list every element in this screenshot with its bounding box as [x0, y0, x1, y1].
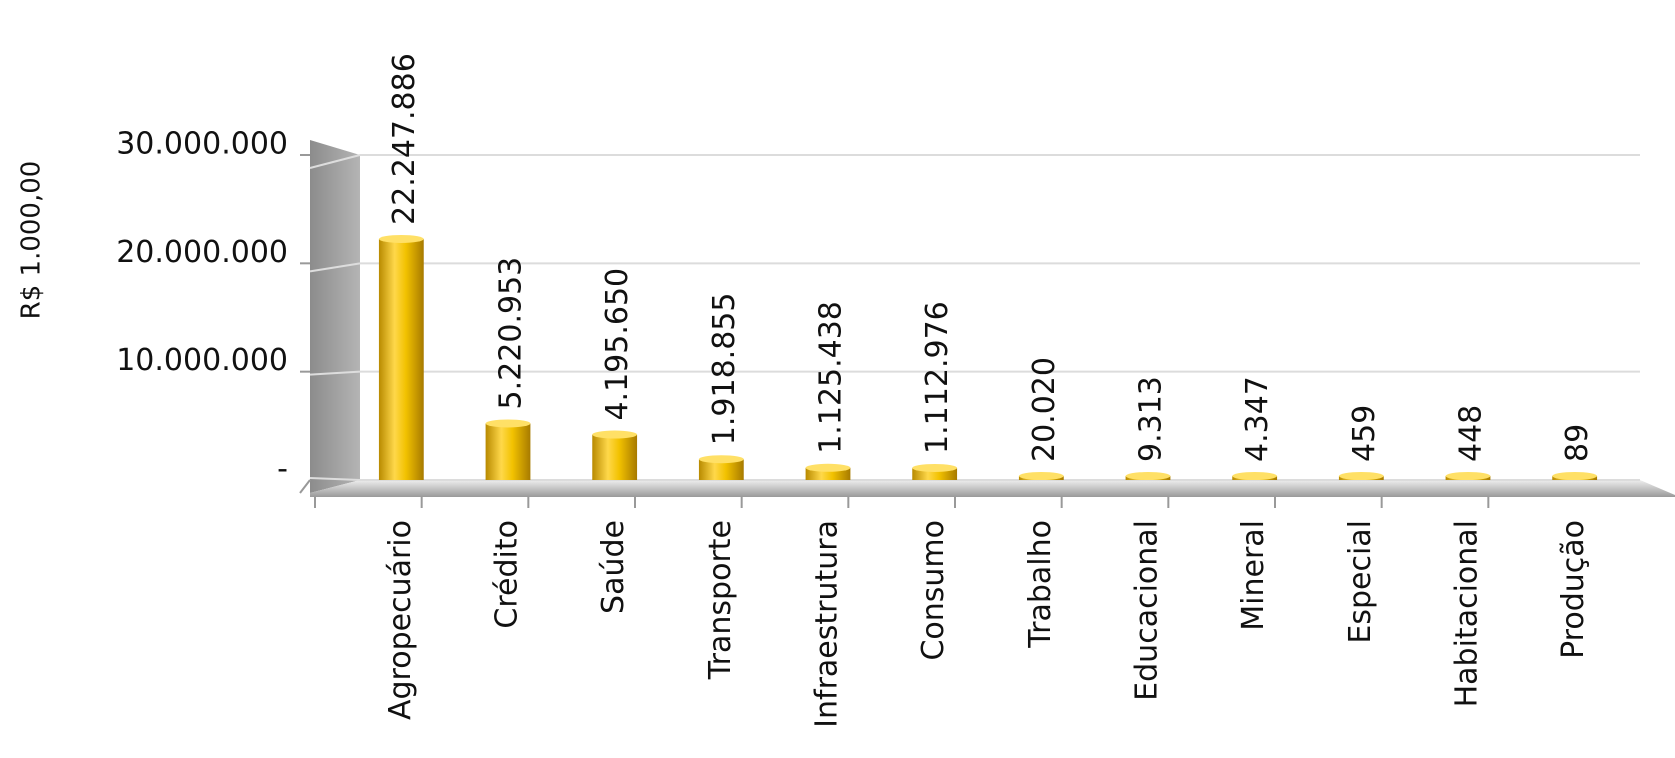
x-tick-label: Saúde: [596, 520, 631, 614]
value-label: 20.020: [1027, 357, 1062, 462]
x-tick-label: Transporte: [703, 520, 738, 680]
x-tick-label: Consumo: [916, 520, 951, 661]
value-label: 4.347: [1240, 376, 1275, 462]
bar: [485, 423, 531, 480]
bar-top: [485, 419, 531, 428]
floor: [310, 480, 1675, 497]
value-label: 5.220.953: [494, 257, 529, 410]
x-tick-label: Infraestrutura: [810, 520, 845, 728]
x-tick-label: Educacional: [1130, 520, 1165, 701]
value-label: 4.195.650: [600, 268, 635, 421]
x-tick-label: Mineral: [1236, 520, 1271, 631]
value-label: 1.918.855: [707, 293, 742, 446]
value-label: 9.313: [1134, 376, 1169, 462]
value-label: 22.247.886: [387, 53, 422, 225]
x-tick-label: Habitacional: [1450, 520, 1485, 707]
x-tick-label: Produção: [1556, 520, 1591, 659]
bar-top: [698, 455, 744, 464]
bar-top: [1338, 472, 1384, 480]
bar-top: [1018, 472, 1064, 480]
x-tick-label: Trabalho: [1023, 520, 1058, 649]
y-tick-label: 10.000.000: [116, 343, 288, 378]
bar-top: [1125, 472, 1171, 480]
x-tick-label: Agropecuário: [383, 520, 418, 720]
y-tick-label: 30.000.000: [116, 127, 288, 162]
bar-top: [805, 463, 851, 472]
bar-top: [1445, 472, 1491, 480]
grid-line: [309, 370, 361, 376]
x-tick-label: Crédito: [490, 520, 525, 629]
bar: [378, 238, 424, 480]
bar-top: [912, 463, 958, 472]
x-tick-label: Especial: [1343, 520, 1378, 644]
value-label: 459: [1347, 405, 1382, 462]
value-label: 448: [1454, 405, 1489, 462]
y-tick-label: -: [277, 452, 288, 487]
bar: [592, 434, 638, 480]
y-tick-label: 20.000.000: [116, 235, 288, 270]
value-label: 1.112.976: [920, 301, 955, 454]
y-axis-label: R$ 1.000,00: [17, 161, 47, 320]
bar-top: [1232, 472, 1278, 480]
back-wall: [310, 140, 360, 493]
bar-top: [1552, 472, 1598, 480]
grid-line: [309, 154, 361, 169]
value-label: 1.125.438: [814, 301, 849, 454]
tick-mark: [299, 479, 311, 494]
bar-top: [592, 430, 638, 439]
grid-line: [309, 262, 361, 273]
bar: [698, 459, 744, 480]
value-label: 89: [1560, 424, 1595, 462]
bar-top: [378, 234, 424, 243]
grid-line: [309, 477, 361, 481]
